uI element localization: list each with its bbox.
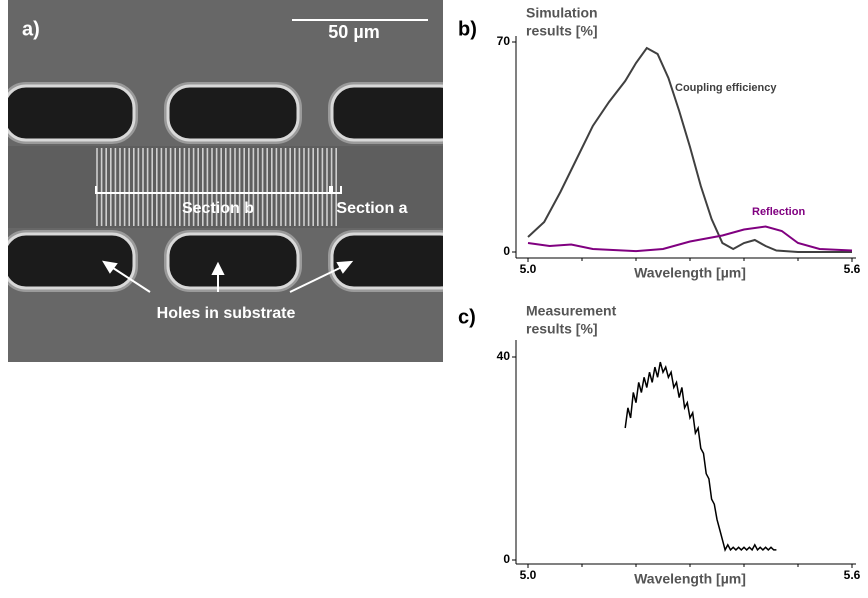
x-tick-label: 5.0 <box>520 262 537 276</box>
y-tick-label: 0 <box>503 552 510 566</box>
section-a-label: Section a <box>336 200 407 217</box>
chart-title: results [%] <box>526 23 598 39</box>
data-line <box>624 361 777 552</box>
panel-label: a) <box>22 18 40 40</box>
chart-title: Measurement <box>526 303 617 319</box>
panel-label: b) <box>458 18 477 40</box>
sem-image: a) 50 µm Section b Section a Holes in su… <box>8 0 443 362</box>
x-tick-label: 5.6 <box>844 568 861 582</box>
x-axis-label: Wavelength [µm] <box>634 571 746 587</box>
x-tick-label: 5.0 <box>520 568 537 582</box>
grating <box>96 148 338 226</box>
series-label: Coupling efficiency <box>675 82 777 94</box>
panel-label: c) <box>458 306 476 328</box>
data-line <box>527 225 853 253</box>
y-tick-label: 0 <box>503 244 510 258</box>
arrows <box>102 260 354 293</box>
series-label: Reflection <box>752 206 805 218</box>
chart-title: results [%] <box>526 321 598 337</box>
holes <box>8 82 443 292</box>
section-b-label: Section b <box>182 200 254 217</box>
scale-label: 50 µm <box>328 22 379 42</box>
section-brackets <box>95 186 342 194</box>
y-tick-label: 70 <box>497 34 511 48</box>
data-line <box>527 46 852 253</box>
chart-title: Simulation <box>526 5 598 21</box>
holes-label: Holes in substrate <box>157 305 296 322</box>
y-tick-label: 40 <box>497 349 511 363</box>
x-axis-label: Wavelength [µm] <box>634 265 746 281</box>
x-tick-label: 5.6 <box>844 262 861 276</box>
